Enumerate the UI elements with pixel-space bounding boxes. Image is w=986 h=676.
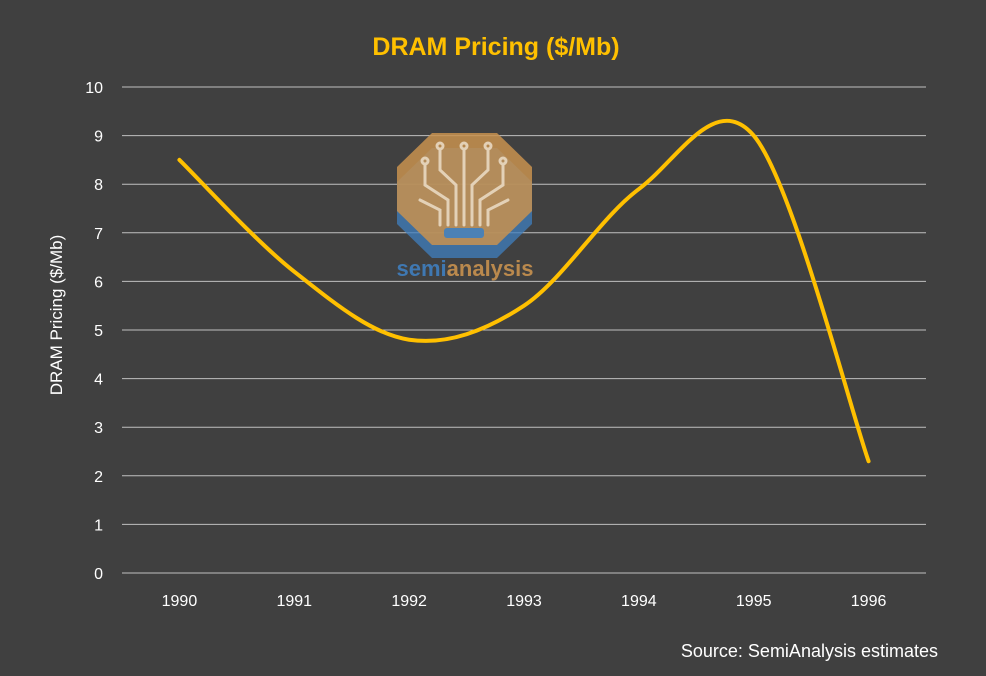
y-axis-label: DRAM Pricing ($/Mb) — [47, 235, 66, 396]
source-note: Source: SemiAnalysis estimates — [681, 641, 938, 661]
y-tick-label: 7 — [94, 226, 103, 243]
y-tick-label: 4 — [94, 372, 103, 389]
series-layer — [177, 118, 871, 464]
y-tick-label: 0 — [94, 566, 103, 583]
x-tick-label: 1996 — [851, 593, 887, 610]
y-tick-label: 2 — [94, 469, 103, 486]
logo-circuit-tree-icon — [418, 141, 510, 227]
y-tick-label: 6 — [94, 274, 103, 291]
watermark-logo: semianalysis — [397, 133, 534, 281]
logo-wordmark-analysis: analysis — [447, 256, 534, 281]
x-tick-label: 1992 — [391, 593, 427, 610]
y-tick-label: 9 — [94, 129, 103, 146]
y-tick-label: 5 — [94, 323, 103, 340]
y-tick-label: 3 — [94, 420, 103, 437]
x-tick-label: 1993 — [506, 593, 542, 610]
series-line — [177, 118, 871, 464]
x-tick-label: 1990 — [162, 593, 198, 610]
y-axis-ticks: 0 1 2 3 4 5 6 7 8 9 10 — [85, 80, 103, 583]
logo-base-bar — [444, 228, 484, 238]
x-tick-label: 1991 — [276, 593, 312, 610]
x-tick-label: 1994 — [621, 593, 657, 610]
y-tick-label: 10 — [85, 80, 103, 97]
logo-wordmark-semi: semi — [397, 256, 447, 281]
logo-wordmark: semianalysis — [397, 256, 534, 281]
x-tick-label: 1995 — [736, 593, 772, 610]
x-axis-ticks: 1990 1991 1992 1993 1994 1995 1996 — [162, 593, 887, 610]
y-tick-label: 1 — [94, 517, 103, 534]
chart-title: DRAM Pricing ($/Mb) — [372, 33, 619, 61]
y-tick-label: 8 — [94, 177, 103, 194]
